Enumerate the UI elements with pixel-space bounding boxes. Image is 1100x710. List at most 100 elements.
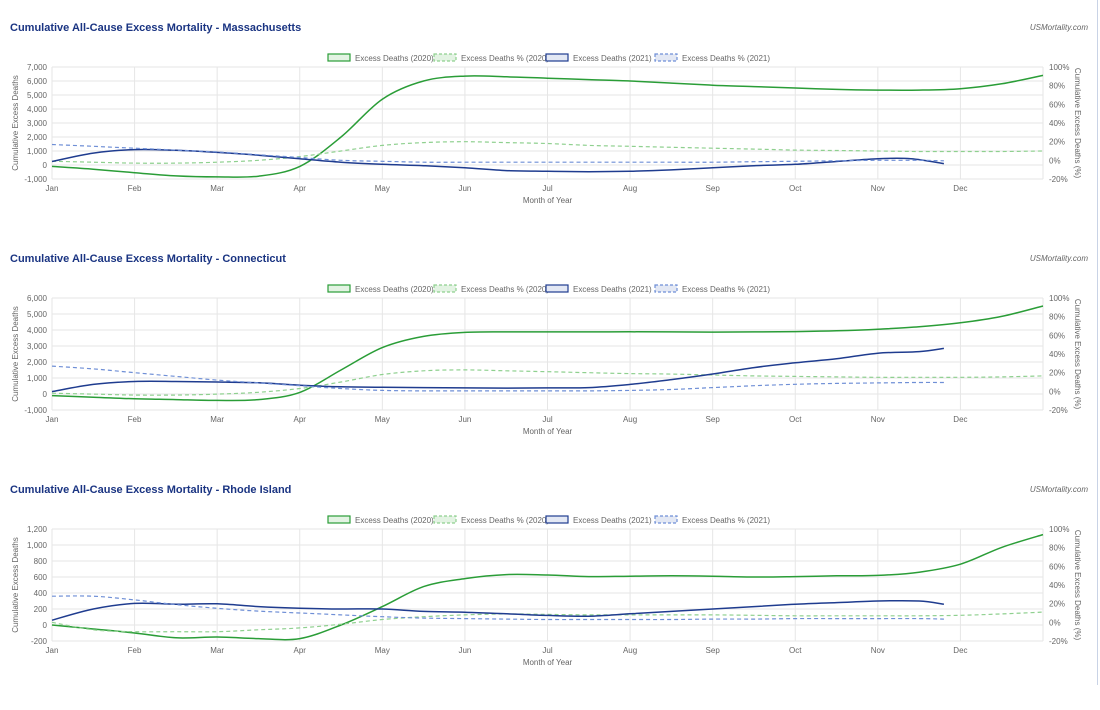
chart-panel-rhode-island: Cumulative All-Cause Excess Mortality - … <box>0 479 1100 710</box>
series-line <box>51 611 1044 633</box>
x-tick-label: Nov <box>871 415 885 424</box>
y-axis-title: Cumulative Excess Deaths <box>11 75 20 171</box>
series-line <box>51 533 1044 641</box>
x-tick-label: Mar <box>210 184 224 193</box>
y2-tick-label: 80% <box>1049 313 1065 322</box>
x-axis-title: Month of Year <box>523 427 573 436</box>
series-line <box>51 141 1044 164</box>
chart-title: Cumulative All-Cause Excess Mortality - … <box>10 253 286 265</box>
y2-tick-label: 60% <box>1049 100 1065 109</box>
y-tick-label: 600 <box>34 573 48 582</box>
chart-svg: -200 0 200 400 600 800 1,000 1,200 -20% 0% 20% 40% 6… <box>11 515 1082 667</box>
legend-label: Excess Deaths (2021) <box>573 54 652 63</box>
x-axis-title: Month of Year <box>523 196 573 205</box>
legend-label: Excess Deaths (2020) <box>355 516 434 525</box>
legend-item: Excess Deaths (2021) <box>545 284 652 294</box>
y-tick-label: -200 <box>31 637 48 646</box>
x-tick-label: Aug <box>623 184 637 193</box>
y-axis-title: Cumulative Excess Deaths <box>11 306 20 402</box>
x-tick-label: Nov <box>871 646 885 655</box>
y2-tick-label: 80% <box>1049 82 1065 91</box>
y-tick-label: 6,000 <box>27 77 48 86</box>
series-line <box>51 148 945 173</box>
series-line <box>51 347 944 393</box>
legend-label: Excess Deaths % (2021) <box>682 285 770 294</box>
chart-panel-massachusetts: Cumulative All-Cause Excess Mortality - … <box>0 17 1100 248</box>
y2-tick-label: -20% <box>1049 175 1068 184</box>
y-tick-label: 1,000 <box>27 541 48 550</box>
y-tick-label: 5,000 <box>27 91 48 100</box>
legend-item: Excess Deaths % (2021) <box>654 515 770 525</box>
source-label[interactable]: USMortality.com <box>1029 254 1088 263</box>
legend-item: Excess Deaths (2020) <box>327 284 434 294</box>
x-tick-label: Mar <box>210 646 224 655</box>
chart-svg: -1,000 0 1,000 2,000 3,000 4,000 5,000 6,000 7,0… <box>11 53 1082 205</box>
x-tick-label: Jan <box>46 646 59 655</box>
y2-tick-label: 20% <box>1049 600 1065 609</box>
y-axis-title: Cumulative Excess Deaths <box>11 537 20 633</box>
x-tick-label: Aug <box>623 646 637 655</box>
y-tick-label: 0 <box>43 390 48 399</box>
legend-label: Excess Deaths % (2020) <box>461 54 549 63</box>
legend-swatch <box>654 53 678 62</box>
series-line <box>51 365 944 392</box>
legend-label: Excess Deaths % (2020) <box>461 516 549 525</box>
y2-tick-label: -20% <box>1049 637 1068 646</box>
x-tick-label: Jul <box>542 184 552 193</box>
series-line <box>51 143 944 163</box>
x-tick-label: Feb <box>128 184 142 193</box>
y-tick-label: 1,200 <box>27 525 48 534</box>
y2-tick-label: -20% <box>1049 406 1068 415</box>
source-label[interactable]: USMortality.com <box>1029 485 1088 494</box>
legend-item: Excess Deaths (2021) <box>545 53 652 63</box>
legend-swatch <box>433 515 457 524</box>
x-tick-label: Apr <box>294 415 307 424</box>
x-tick-label: May <box>375 415 390 424</box>
y-tick-label: 0 <box>43 621 48 630</box>
source-label[interactable]: USMortality.com <box>1029 23 1088 32</box>
y2-tick-label: 60% <box>1049 562 1065 571</box>
legend-label: Excess Deaths % (2021) <box>682 54 770 63</box>
y-tick-label: 0 <box>43 161 48 170</box>
y2-tick-label: 40% <box>1049 119 1065 128</box>
legend-swatch <box>433 53 457 62</box>
legend-swatch <box>545 53 569 62</box>
x-tick-label: Feb <box>128 415 142 424</box>
y-tick-label: 800 <box>34 557 48 566</box>
chart-panel-connecticut: Cumulative All-Cause Excess Mortality - … <box>0 248 1100 479</box>
legend-swatch <box>654 515 678 524</box>
x-tick-label: Feb <box>128 646 142 655</box>
legend-item: Excess Deaths % (2021) <box>654 53 770 63</box>
chart-title: Cumulative All-Cause Excess Mortality - … <box>10 22 302 34</box>
legend-item: Excess Deaths % (2020) <box>433 515 549 525</box>
x-tick-label: Jul <box>542 415 552 424</box>
legend-swatch <box>545 284 569 293</box>
legend-label: Excess Deaths (2020) <box>355 285 434 294</box>
y2-tick-label: 0% <box>1049 618 1061 627</box>
legend-swatch <box>433 284 457 293</box>
x-axis-title: Month of Year <box>523 658 573 667</box>
y2-tick-label: 40% <box>1049 350 1065 359</box>
y2-tick-label: 0% <box>1049 156 1061 165</box>
x-tick-label: Dec <box>953 646 967 655</box>
legend-label: Excess Deaths (2021) <box>573 285 652 294</box>
series-line <box>51 369 1044 396</box>
y-tick-label: 400 <box>34 589 48 598</box>
x-tick-label: Oct <box>789 415 802 424</box>
legend-item: Excess Deaths (2020) <box>327 53 434 63</box>
legend-swatch <box>545 515 569 524</box>
legend-label: Excess Deaths (2020) <box>355 54 434 63</box>
y-tick-label: 1,000 <box>27 147 48 156</box>
y2-tick-label: 100% <box>1049 294 1069 303</box>
legend-swatch <box>327 284 351 293</box>
x-tick-label: Jun <box>458 646 471 655</box>
y-tick-label: 200 <box>34 605 48 614</box>
y2-tick-label: 0% <box>1049 387 1061 396</box>
legend-label: Excess Deaths % (2020) <box>461 285 549 294</box>
y2-tick-label: 60% <box>1049 331 1065 340</box>
x-tick-label: Oct <box>789 184 802 193</box>
x-tick-label: Sep <box>706 415 721 424</box>
legend-swatch <box>327 53 351 62</box>
x-tick-label: Jul <box>542 646 552 655</box>
y2-tick-label: 80% <box>1049 544 1065 553</box>
